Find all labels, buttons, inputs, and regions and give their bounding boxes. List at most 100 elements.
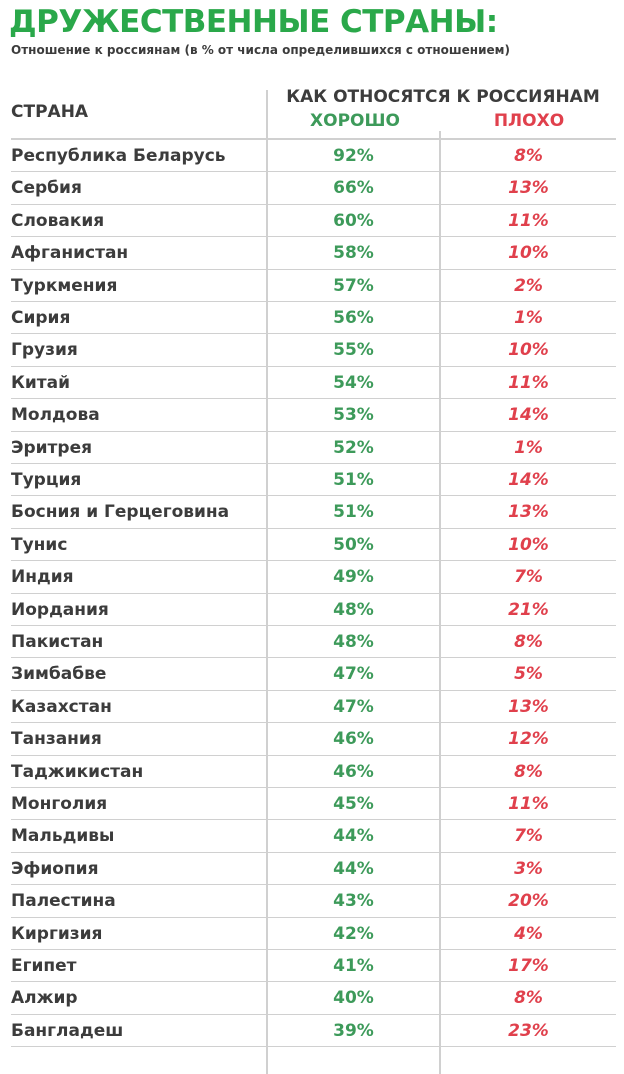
row-divider [11,365,616,367]
column-header-bad: ПЛОХО [493,111,565,131]
table-row: Туркмения 57% 2% [0,270,624,302]
country-name: Египет [11,956,77,976]
bad-value: 13% [508,696,549,717]
row-divider [11,1046,616,1048]
bad-value: 17% [508,956,549,976]
column-header-good: ХОРОШО [310,111,400,131]
bad-value: 7% [514,826,543,847]
row-divider [11,754,616,756]
country-name: Палестина [11,891,116,912]
bad-value: 8% [514,632,543,652]
good-value: 45% [333,794,374,814]
good-value: 52% [333,437,374,458]
country-name: Сербия [11,178,82,199]
good-value: 42% [333,923,374,944]
bad-value: 10% [508,243,549,264]
table-row: Индия 49% 7% [0,561,624,594]
row-divider [11,689,616,691]
row-divider [11,527,616,529]
country-name: Киргизия [11,923,103,944]
bad-value: 4% [514,923,543,944]
row-divider [11,333,616,335]
table-row: Республика Беларусь 92% 8% [0,140,624,173]
country-name: Китай [11,372,71,393]
table-row: Мальдивы 44% 7% [0,820,624,853]
bad-value: 8% [514,761,543,782]
good-value: 46% [333,729,374,750]
table-row: Китай 54% 11% [0,367,624,400]
table-row: Босния и Герцеговина 51% 13% [0,496,624,529]
bad-value: 14% [508,470,549,490]
good-value: 51% [333,502,374,523]
country-name: Бангладеш [11,1020,124,1041]
country-name: Эритрея [11,437,93,458]
page-subtitle: Отношение к россиянам (в % от числа опре… [11,43,510,57]
country-name: Индия [11,567,74,588]
country-name: Словакия [11,210,105,231]
table-row: Монголия 45% 11% [0,788,624,821]
table-row: Грузия 55% 10% [0,334,624,367]
country-name: Афганистан [11,243,129,264]
bad-value: 3% [514,858,543,879]
table-row: Египет 41% 17% [0,950,624,983]
column-divider [439,131,441,1074]
table-row: Таджикистан 46% 8% [0,756,624,788]
country-name: Сирия [11,308,71,328]
good-value: 56% [333,308,374,328]
country-name: Эфиопия [11,858,99,879]
column-header-group: КАК ОТНОСЯТСЯ К РОССИЯНАМ [286,87,600,107]
country-name: Туркмения [11,275,118,296]
bad-value: 1% [514,308,543,328]
country-name: Босния и Герцеговина [11,502,230,523]
country-name: Молдова [11,405,100,426]
table-row: Зимбабве 47% 5% [0,658,624,691]
row-divider [11,592,616,594]
good-value: 50% [333,534,374,555]
good-value: 51% [333,470,374,490]
bad-value: 20% [508,891,549,912]
country-name: Мальдивы [11,826,115,847]
country-name: Тунис [11,534,68,555]
country-name: Республика Беларусь [11,146,226,166]
good-value: 47% [333,664,374,685]
bad-value: 23% [508,1020,549,1041]
table-row: Молдова 53% 14% [0,399,624,432]
good-value: 58% [333,243,374,264]
good-value: 66% [333,178,374,199]
country-name: Иордания [11,599,109,620]
row-divider [11,398,616,400]
column-divider [266,90,268,1074]
table-row: Эфиопия 44% 3% [0,853,624,886]
bad-value: 13% [508,502,549,523]
table-row: Киргизия 42% 4% [0,918,624,950]
bad-value: 10% [508,534,549,555]
bad-value: 11% [508,210,549,231]
good-value: 55% [333,340,374,361]
bad-value: 13% [508,178,549,199]
row-divider [11,300,616,302]
table-row: Словакия 60% 11% [0,205,624,238]
table-row: Эритрея 52% 1% [0,432,624,464]
row-divider [11,819,616,821]
bad-value: 11% [508,794,549,814]
bad-value: 5% [514,664,543,685]
country-name: Пакистан [11,632,104,652]
bad-value: 10% [508,340,549,361]
row-divider [11,786,616,788]
good-value: 47% [333,696,374,717]
table-row: Турция 51% 14% [0,464,624,497]
good-value: 53% [333,405,374,426]
country-name: Таджикистан [11,761,144,782]
row-divider [11,1013,616,1015]
good-value: 49% [333,567,374,588]
good-value: 54% [333,372,374,393]
good-value: 60% [333,210,374,231]
good-value: 48% [333,599,374,620]
table-row: Афганистан 58% 10% [0,237,624,270]
row-divider [11,916,616,918]
bad-value: 14% [508,405,549,426]
good-value: 40% [333,988,374,1009]
good-value: 44% [333,858,374,879]
header-divider [11,138,616,140]
table-row: Пакистан 48% 8% [0,626,624,659]
